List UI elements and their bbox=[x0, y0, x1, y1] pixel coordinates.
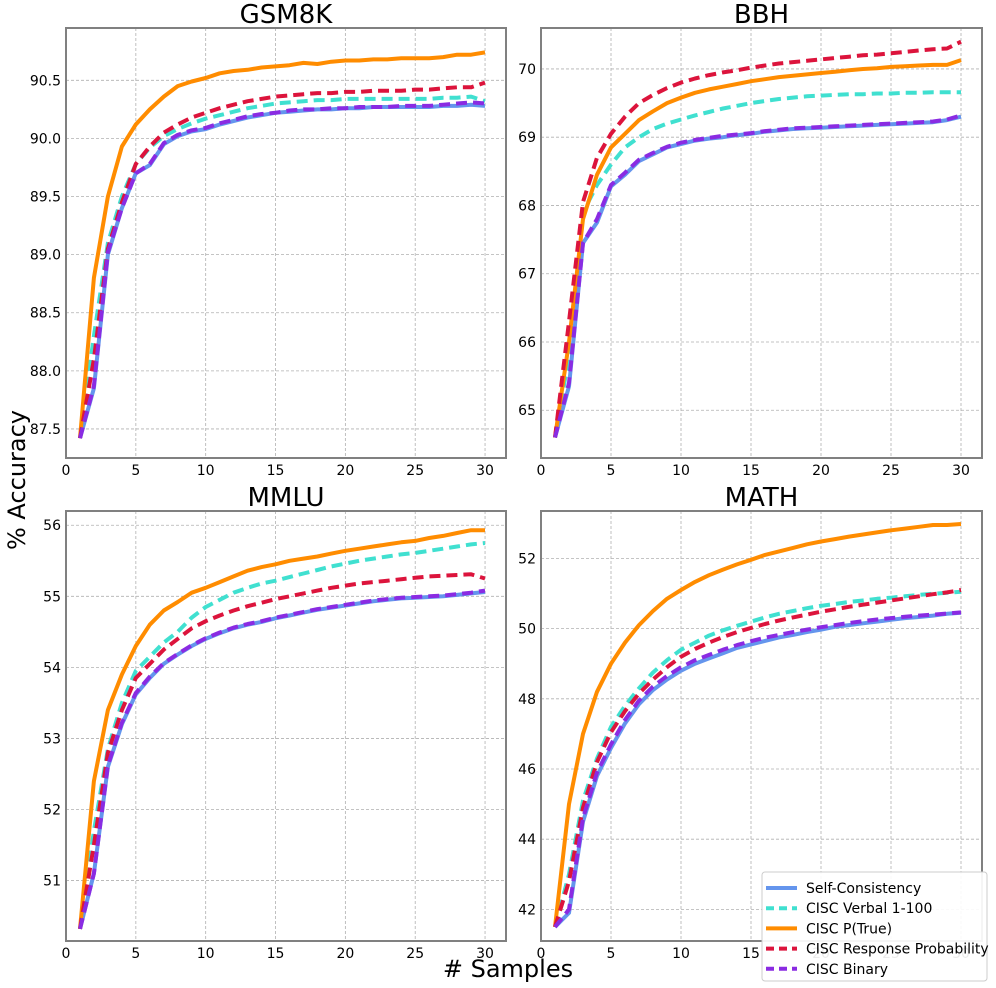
panel-gsm8k: 0 5 10 15 20 25 30 87.5 88.0 88.5 89.0 89.5 90.0 90.5… bbox=[30, 0, 507, 479]
series-line-self-consistency bbox=[78, 102, 486, 439]
series-line-cisc-binary bbox=[553, 113, 962, 438]
x-tick-label: 5 bbox=[607, 946, 616, 962]
x-tick-label: 15 bbox=[742, 946, 760, 962]
plot-area bbox=[66, 28, 506, 458]
y-tick-label: 52 bbox=[518, 551, 536, 567]
x-tick-label: 20 bbox=[336, 946, 354, 962]
legend-item: CISC Response Probability bbox=[766, 942, 989, 958]
y-tick-label: 50 bbox=[518, 622, 536, 638]
y-tick-label: 66 bbox=[518, 335, 536, 351]
series-line-cisc-response-probability bbox=[553, 39, 962, 438]
panel-math: 051015202530424446485052MATH bbox=[518, 483, 983, 962]
y-tick-label: 65 bbox=[518, 403, 536, 419]
x-tick-label: 10 bbox=[197, 946, 215, 962]
y-tick-label: 48 bbox=[518, 692, 536, 708]
legend-label: Self-Consistency bbox=[806, 881, 921, 897]
x-tick-label: 0 bbox=[62, 463, 71, 479]
x-tick-label: 30 bbox=[476, 463, 494, 479]
y-tick-label: 51 bbox=[43, 874, 61, 890]
x-tick-label: 25 bbox=[882, 463, 900, 479]
series-line-cisc-p-true bbox=[553, 522, 962, 928]
y-tick-label: 89.0 bbox=[30, 248, 61, 264]
y-tick-label: 42 bbox=[518, 902, 536, 918]
y-tick-label: 69 bbox=[518, 130, 536, 146]
series-line-cisc-p-true bbox=[78, 50, 486, 439]
x-tick-label: 5 bbox=[607, 463, 616, 479]
legend-items: Self-Consistency CISC Verbal 1-100 CISC P(… bbox=[766, 881, 989, 978]
x-tick-label: 0 bbox=[62, 946, 71, 962]
x-tick-label: 25 bbox=[406, 463, 424, 479]
y-tick-label: 46 bbox=[518, 762, 536, 778]
series-line-cisc-response-probability bbox=[78, 80, 486, 439]
series-line-cisc-response-probability bbox=[553, 588, 962, 928]
x-tick-label: 10 bbox=[197, 463, 215, 479]
x-tick-label: 15 bbox=[267, 946, 285, 962]
x-tick-label: 15 bbox=[742, 463, 760, 479]
legend-item: CISC Verbal 1-100 bbox=[766, 901, 932, 917]
panels: 0 5 10 15 20 25 3087.588.088.589.089.590.090.5… bbox=[30, 0, 983, 962]
y-axis-label: % Accuracy bbox=[3, 410, 31, 550]
y-tick-label: 90.0 bbox=[30, 131, 61, 147]
panel-title: GSM8K bbox=[240, 0, 334, 30]
x-tick-label: 20 bbox=[812, 463, 830, 479]
y-tick-label: 88.0 bbox=[30, 364, 61, 380]
x-tick-label: 5 bbox=[131, 946, 140, 962]
y-tick-label: 90.5 bbox=[30, 73, 61, 89]
y-tick-label: 54 bbox=[43, 660, 61, 676]
y-tick-label: 44 bbox=[518, 832, 536, 848]
x-tick-label: 20 bbox=[336, 463, 354, 479]
x-tick-label: 30 bbox=[476, 946, 494, 962]
y-tick-label: 70 bbox=[518, 62, 536, 78]
axes-frame bbox=[65, 27, 507, 459]
panel-title: MATH bbox=[725, 483, 799, 513]
y-tick-label: 89.5 bbox=[30, 190, 61, 206]
legend-item: CISC Binary bbox=[766, 962, 888, 978]
axes-frame bbox=[65, 510, 507, 942]
legend-label: CISC P(True) bbox=[806, 921, 892, 937]
series-line-cisc-binary bbox=[78, 588, 486, 930]
x-tick-label: 0 bbox=[537, 463, 546, 479]
x-tick-label: 0 bbox=[537, 946, 546, 962]
legend-box bbox=[761, 871, 988, 982]
legend-label: CISC Verbal 1-100 bbox=[806, 901, 932, 917]
y-tick-label: 87.5 bbox=[30, 422, 61, 438]
y-tick-label: 52 bbox=[43, 803, 61, 819]
series-line-cisc-p-true bbox=[78, 528, 485, 930]
legend-item: Self-Consistency bbox=[766, 881, 921, 897]
y-tick-label: 53 bbox=[43, 731, 61, 747]
y-tick-label: 88.5 bbox=[30, 306, 61, 322]
y-tick-label: 68 bbox=[518, 198, 536, 214]
panel-bbh: 0 5 10 15 20 25 30 65 66 67 68 69 70 BBH bbox=[518, 0, 983, 479]
legend-label: CISC Response Probability bbox=[806, 942, 989, 958]
panel-title: BBH bbox=[734, 0, 789, 30]
legend: Self-Consistency CISC Verbal 1-100 CISC P(… bbox=[761, 871, 989, 982]
x-tick-label: 25 bbox=[406, 946, 424, 962]
series-line-cisc-verbal-1-100 bbox=[553, 90, 961, 438]
plot-area bbox=[66, 511, 506, 941]
series-line-cisc-verbal-1-100 bbox=[78, 541, 486, 930]
x-axis-label: # Samples bbox=[443, 955, 573, 983]
x-tick-label: 5 bbox=[131, 463, 140, 479]
x-tick-label: 30 bbox=[952, 463, 970, 479]
y-tick-label: 56 bbox=[43, 518, 61, 534]
x-tick-label: 10 bbox=[672, 463, 690, 479]
axes-frame bbox=[540, 27, 983, 459]
series-line-cisc-binary bbox=[553, 610, 962, 929]
y-tick-label: 67 bbox=[518, 267, 536, 283]
x-tick-label: 15 bbox=[267, 463, 285, 479]
series-line-cisc-verbal-1-100 bbox=[553, 589, 962, 928]
y-tick-label: 55 bbox=[43, 589, 61, 605]
series-line-cisc-p-true bbox=[553, 58, 962, 438]
legend-label: CISC Binary bbox=[806, 962, 888, 978]
panel-mmlu: 0 5 10 15 20 25 30 51 52 53 54 55 56 MMLU bbox=[43, 483, 507, 962]
legend-item: CISC P(True) bbox=[766, 921, 892, 937]
panel-title: MMLU bbox=[247, 483, 324, 513]
series-line-cisc-response-probability bbox=[78, 572, 486, 930]
x-tick-label: 10 bbox=[672, 946, 690, 962]
